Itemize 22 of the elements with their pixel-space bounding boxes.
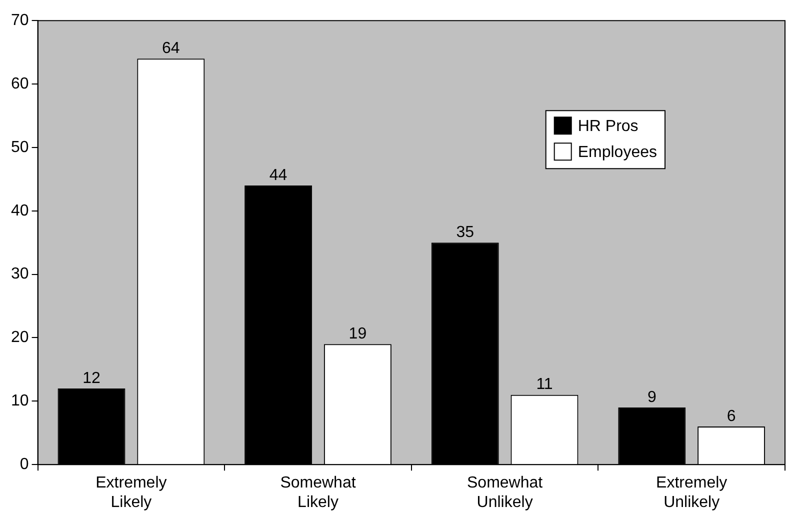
data-label: 44 <box>269 166 288 184</box>
legend-label: Employees <box>578 144 658 162</box>
x-tick-label: Extremely Unlikely <box>656 474 728 511</box>
data-label: 12 <box>82 370 100 387</box>
data-label: 64 <box>162 40 180 58</box>
legend-label: HR Pros <box>578 118 638 136</box>
x-tick-label: Extremely Likely <box>96 474 167 511</box>
data-label: 35 <box>456 224 474 242</box>
data-label: 6 <box>726 408 736 425</box>
y-tick-label: 20 <box>11 329 29 346</box>
y-tick-label: 70 <box>11 12 29 30</box>
y-tick-label: 60 <box>11 75 29 92</box>
data-label: 9 <box>647 388 656 406</box>
x-tick-label: Somewhat Likely <box>280 474 356 511</box>
y-tick-label: 50 <box>11 138 29 156</box>
data-label: 19 <box>348 325 367 342</box>
y-tick-label: 40 <box>11 202 29 220</box>
x-tick-label: Somewhat Unlikely <box>467 474 544 511</box>
y-tick-label: 10 <box>11 392 29 410</box>
y-tick-label: 30 <box>11 266 29 283</box>
y-tick-label: 0 <box>20 456 29 474</box>
data-label: 11 <box>536 376 553 394</box>
